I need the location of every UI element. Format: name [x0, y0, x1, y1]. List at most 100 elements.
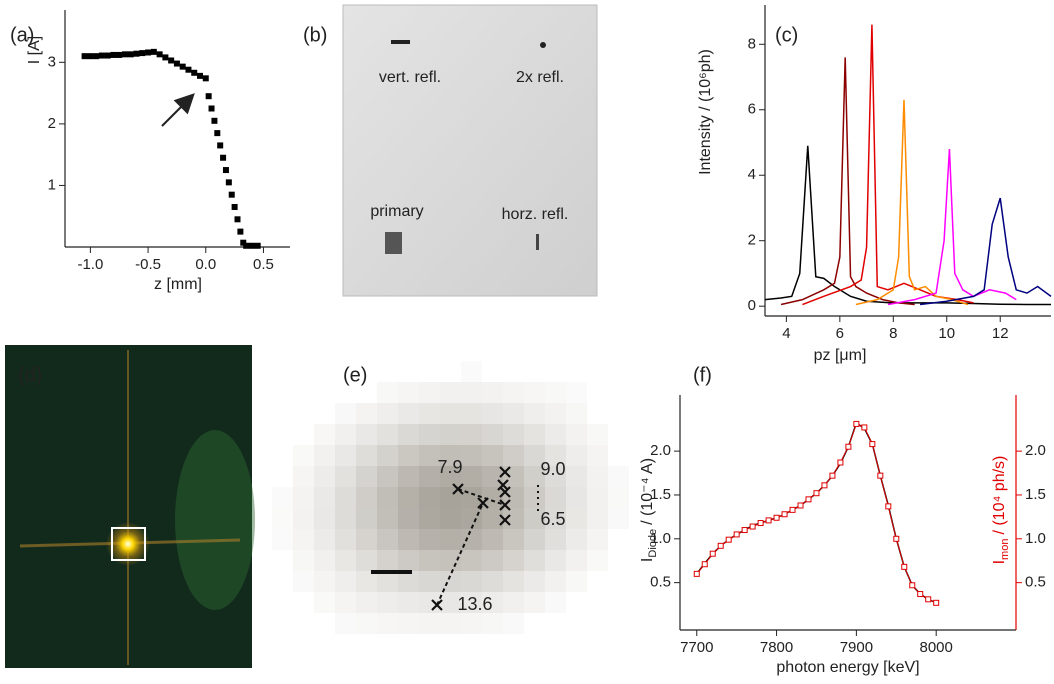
pixel	[587, 550, 608, 571]
marker	[757, 520, 764, 527]
point	[150, 48, 157, 55]
cross	[431, 599, 443, 611]
pixel	[335, 613, 356, 634]
x-axis-label: z [mm]	[154, 276, 202, 293]
ylabel-subscript: Diode	[647, 529, 659, 558]
cross	[499, 486, 511, 498]
image-label: primary	[370, 203, 423, 220]
point	[208, 105, 215, 112]
point	[222, 167, 229, 174]
pixel	[482, 445, 503, 466]
pixel	[482, 466, 503, 487]
pixel	[566, 550, 587, 571]
pixel	[566, 466, 587, 487]
x-tick-label: 8	[889, 325, 897, 342]
marker	[861, 424, 868, 431]
pixel	[398, 403, 419, 424]
x-tick-label: 0.5	[253, 256, 274, 273]
spot	[540, 42, 546, 48]
y-tick-label: 8	[748, 35, 756, 52]
y2label-subscript: mon	[999, 539, 1011, 560]
x-tick-label: -0.5	[135, 256, 161, 273]
pixel	[566, 487, 587, 508]
y2label-symbol: I	[991, 560, 1008, 564]
pixel	[356, 592, 377, 613]
pixel	[461, 550, 482, 571]
x-tick-label: 10	[938, 325, 955, 342]
pixel	[566, 403, 587, 424]
spot	[536, 234, 539, 250]
pixel	[419, 613, 440, 634]
pixel	[545, 529, 566, 550]
y-tick-label: 0.5	[650, 574, 671, 591]
marker	[877, 472, 884, 479]
marker	[789, 506, 796, 513]
pixel	[461, 403, 482, 424]
marker	[845, 443, 852, 450]
pixel	[398, 487, 419, 508]
pixel	[461, 445, 482, 466]
pixel	[524, 529, 545, 550]
pixel	[419, 529, 440, 550]
pixel	[440, 571, 461, 592]
pixel	[398, 613, 419, 634]
marker	[813, 490, 820, 497]
pixel	[335, 466, 356, 487]
pixel	[335, 571, 356, 592]
pixel	[524, 487, 545, 508]
pixel	[419, 424, 440, 445]
photo-b	[342, 4, 598, 297]
pixel	[356, 445, 377, 466]
ylabel-unit: / (10⁻⁴ A)	[639, 458, 656, 525]
pixel	[482, 592, 503, 613]
pixel	[377, 424, 398, 445]
pixel	[503, 424, 524, 445]
green-haze	[175, 430, 255, 610]
pixel	[503, 592, 524, 613]
series-line	[696, 421, 937, 604]
point	[98, 52, 105, 59]
y2-tick-label: 0.5	[1025, 574, 1046, 591]
y-tick-label: 0	[748, 297, 756, 314]
marker	[821, 482, 828, 489]
pixel	[440, 508, 461, 529]
pixel	[314, 466, 335, 487]
point	[234, 216, 241, 223]
pixel	[419, 487, 440, 508]
pixel	[293, 466, 314, 487]
y-tick-label: 6	[748, 101, 756, 118]
point	[202, 75, 209, 82]
pixel	[545, 508, 566, 529]
pixel	[587, 508, 608, 529]
point	[156, 51, 163, 58]
pixel	[482, 403, 503, 424]
pixel	[314, 445, 335, 466]
roi-box	[111, 527, 146, 561]
point	[185, 66, 192, 73]
pixel	[503, 571, 524, 592]
measure-label: 7.9	[437, 457, 462, 477]
pixel	[482, 424, 503, 445]
pixel	[566, 382, 587, 403]
measure-label: 6.5	[540, 509, 565, 529]
pixel	[545, 403, 566, 424]
marker	[725, 536, 732, 543]
marker	[717, 542, 724, 549]
pixel	[524, 382, 545, 403]
pixel	[440, 613, 461, 634]
pixel	[461, 508, 482, 529]
pixel	[293, 571, 314, 592]
x-tick-label: 8000	[920, 639, 953, 656]
pixel	[419, 571, 440, 592]
marker	[829, 472, 836, 479]
ylabel-label: IDiode / (10⁻⁴ A)	[639, 458, 659, 562]
marker	[781, 511, 788, 518]
pixel	[419, 592, 440, 613]
beam-spot	[106, 522, 150, 566]
point	[243, 242, 250, 249]
pixel	[545, 445, 566, 466]
pixel	[461, 592, 482, 613]
pixel	[314, 508, 335, 529]
cross	[499, 514, 511, 526]
